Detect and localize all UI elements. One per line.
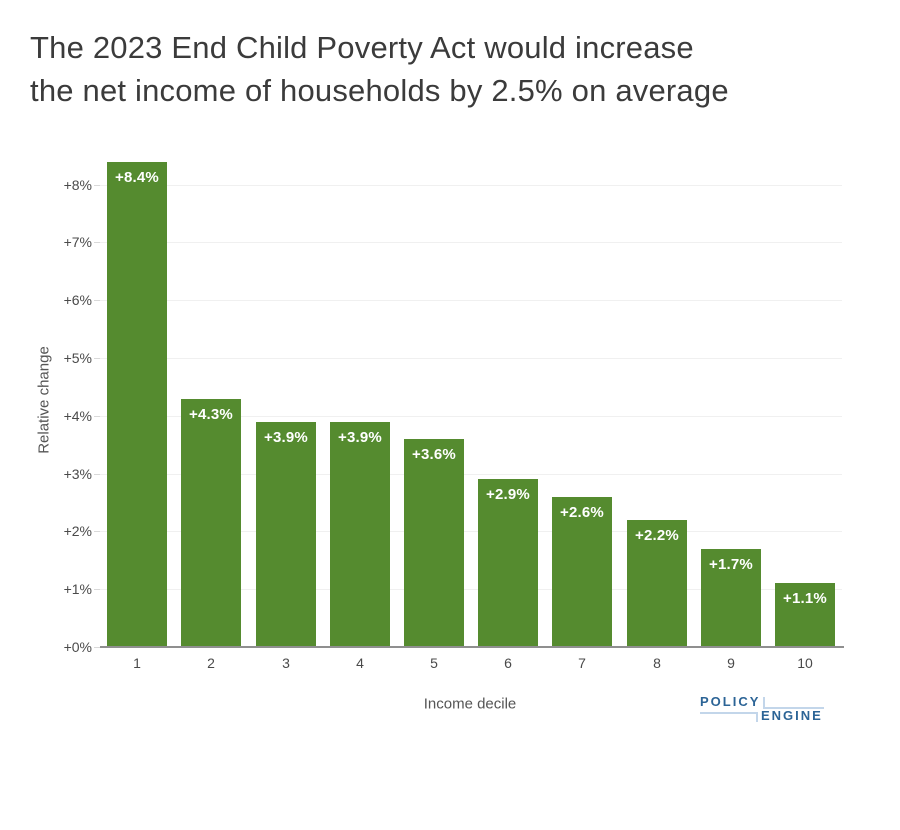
bar-value-label: +2.9% <box>486 486 530 503</box>
logo-word-policy: POLICY <box>700 694 761 709</box>
y-tick-label: +3% <box>63 466 92 482</box>
x-tick-label: 6 <box>504 655 512 671</box>
y-tick-mark <box>94 358 100 359</box>
y-gridline-2 <box>100 531 842 532</box>
bar-decile-2[interactable]: +4.3% <box>181 399 241 648</box>
y-tick-mark <box>94 242 100 243</box>
bar-value-label: +3.6% <box>412 446 456 463</box>
y-gridline-5 <box>100 358 842 359</box>
logo-bracket-bottom-icon <box>700 712 758 722</box>
bar-value-label: +2.6% <box>560 504 604 521</box>
bar-decile-9[interactable]: +1.7% <box>701 549 761 647</box>
x-tick-label: 5 <box>430 655 438 671</box>
x-tick-label: 2 <box>207 655 215 671</box>
y-gridline-4 <box>100 416 842 417</box>
y-tick-mark <box>94 416 100 417</box>
y-tick-mark <box>94 531 100 532</box>
chart-title-line1: The 2023 End Child Poverty Act would inc… <box>30 30 694 65</box>
bar-value-label: +3.9% <box>338 429 382 446</box>
bar-value-label: +4.3% <box>189 406 233 423</box>
x-tick-label: 4 <box>356 655 364 671</box>
bar-decile-7[interactable]: +2.6% <box>552 497 612 647</box>
y-gridline-1 <box>100 589 842 590</box>
logo-bracket-top-icon <box>763 697 824 709</box>
chart-title: The 2023 End Child Poverty Act would inc… <box>30 26 729 112</box>
y-tick-label: +4% <box>63 408 92 424</box>
y-tick-mark <box>94 474 100 475</box>
bar-value-label: +1.7% <box>709 556 753 573</box>
x-tick-label: 3 <box>282 655 290 671</box>
logo-row-top: POLICY <box>700 695 824 709</box>
bar-value-label: +3.9% <box>264 429 308 446</box>
y-tick-label: +8% <box>63 177 92 193</box>
x-tick-label: 8 <box>653 655 661 671</box>
bar-decile-1[interactable]: +8.4% <box>107 162 167 647</box>
y-gridline-7 <box>100 242 842 243</box>
y-tick-label: +0% <box>63 639 92 655</box>
y-gridline-6 <box>100 300 842 301</box>
chart-title-line2: the net income of households by 2.5% on … <box>30 73 729 108</box>
bar-decile-5[interactable]: +3.6% <box>404 439 464 647</box>
bar-decile-8[interactable]: +2.2% <box>627 520 687 647</box>
y-tick-label: +2% <box>63 523 92 539</box>
y-tick-label: +7% <box>63 234 92 250</box>
y-tick-label: +5% <box>63 350 92 366</box>
y-gridline-3 <box>100 474 842 475</box>
x-axis-title: Income decile <box>423 695 517 713</box>
y-tick-mark <box>94 300 100 301</box>
y-tick-label: +6% <box>63 292 92 308</box>
bar-decile-4[interactable]: +3.9% <box>330 422 390 647</box>
y-axis-title: Relative change <box>35 346 53 454</box>
x-tick-label: 7 <box>578 655 586 671</box>
x-axis-line <box>100 646 844 648</box>
bar-value-label: +2.2% <box>635 527 679 544</box>
bar-decile-6[interactable]: +2.9% <box>478 479 538 647</box>
y-tick-label: +1% <box>63 581 92 597</box>
y-tick-mark <box>94 589 100 590</box>
x-tick-label: 9 <box>727 655 735 671</box>
y-gridline-8 <box>100 185 842 186</box>
y-tick-mark <box>94 185 100 186</box>
bar-value-label: +1.1% <box>783 590 827 607</box>
bar-value-label: +8.4% <box>115 169 159 186</box>
logo-word-engine: ENGINE <box>761 708 823 723</box>
bar-decile-3[interactable]: +3.9% <box>256 422 316 647</box>
x-tick-label: 1 <box>133 655 141 671</box>
logo-row-bottom: ENGINE <box>700 709 824 723</box>
y-tick-mark <box>94 647 100 648</box>
x-tick-label: 10 <box>797 655 813 671</box>
bar-decile-10[interactable]: +1.1% <box>775 583 835 647</box>
policyengine-logo: POLICY ENGINE <box>700 695 824 723</box>
